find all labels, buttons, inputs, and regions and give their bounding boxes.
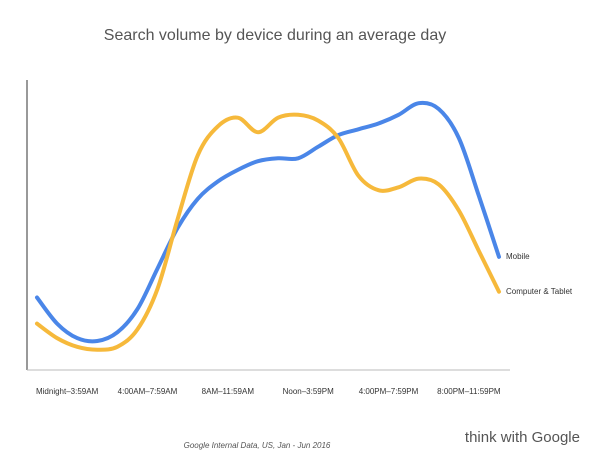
x-tick-label: 8AM–11:59AM: [202, 387, 255, 396]
x-tick-label: 4:00PM–7:59PM: [359, 387, 419, 396]
x-tick-label: Noon–3:59PM: [283, 387, 334, 396]
series-label: Computer & Tablet: [506, 287, 573, 296]
series-label: Mobile: [506, 252, 530, 261]
chart-title: Search volume by device during an averag…: [104, 27, 446, 44]
x-tick-label: 4:00AM–7:59AM: [118, 387, 178, 396]
x-tick-label: Midnight–3:59AM: [36, 387, 99, 396]
series-line: [35, 112, 501, 352]
series-line: [35, 100, 501, 344]
source-note: Google Internal Data, US, Jan - Jun 2016: [184, 441, 331, 450]
x-tick-label: 8:00PM–11:59PM: [437, 387, 501, 396]
brand-logo: think with Google: [465, 429, 580, 446]
